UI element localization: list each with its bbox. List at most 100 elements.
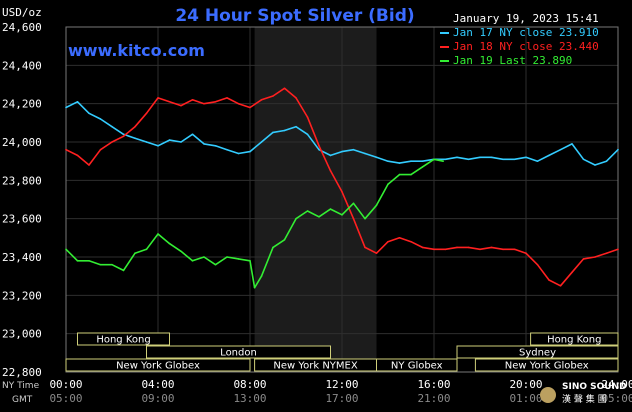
gmt-tick-label: 05:00: [601, 392, 632, 405]
series-point: [88, 164, 90, 166]
series-point: [375, 156, 378, 159]
series-point: [249, 260, 251, 262]
series-point: [226, 148, 228, 151]
series-point: [295, 125, 297, 128]
x-tick-label: 08:00: [233, 378, 266, 391]
y-tick-label: 24,200: [2, 98, 42, 111]
gmt-tick-label: 17:00: [325, 392, 358, 405]
series-point: [111, 141, 113, 143]
series-point: [191, 133, 194, 136]
series-point: [88, 112, 90, 115]
series-point: [203, 143, 205, 145]
y-tick-label: 23,000: [2, 328, 42, 341]
series-point: [122, 135, 125, 138]
series-point: [559, 148, 562, 151]
series-point: [525, 156, 527, 159]
series-point: [295, 217, 297, 220]
series-point: [272, 131, 274, 134]
series-point: [237, 152, 240, 155]
series-point: [168, 242, 171, 245]
series-point: [341, 150, 343, 153]
series-point: [387, 240, 389, 243]
series-point: [145, 112, 148, 115]
series-point: [456, 156, 458, 159]
series-point: [65, 148, 67, 151]
series-point: [605, 252, 608, 254]
series-point: [536, 160, 539, 162]
series-point: [502, 248, 504, 251]
x-tick-label: 04:00: [141, 378, 174, 391]
gmt-tick-label: 21:00: [417, 392, 450, 405]
series-point: [318, 145, 320, 147]
series-point: [191, 99, 194, 101]
series-point: [617, 248, 619, 251]
series-point: [134, 125, 136, 128]
series-point: [433, 158, 435, 161]
series-point: [237, 102, 240, 105]
nymex-shaded-region: [254, 27, 377, 372]
series-point: [433, 248, 435, 251]
series-point: [295, 97, 297, 99]
session-bar: [474, 358, 619, 372]
series-point: [191, 260, 194, 262]
plot-frame: [65, 26, 619, 373]
series-point: [226, 256, 228, 258]
session-bar: [65, 358, 251, 372]
series-point: [249, 150, 251, 153]
series-point: [364, 217, 366, 220]
series-point: [306, 133, 309, 136]
series-point: [559, 284, 562, 287]
series-point: [157, 233, 159, 235]
gmt-label: GMT: [12, 395, 33, 405]
series-point: [582, 158, 585, 161]
series-point: [490, 156, 493, 159]
series-point: [76, 260, 79, 262]
legend-entry: Jan 18 NY close 23.440: [453, 40, 599, 53]
series-point: [134, 137, 136, 139]
session-label: NY Globex: [391, 361, 443, 372]
series-point: [513, 158, 516, 161]
session-bar: [376, 358, 458, 372]
y-tick-label: 23,200: [2, 289, 42, 302]
session-bar: [77, 332, 170, 346]
y-tick-label: 24,600: [2, 21, 42, 34]
gmt-tick-label: 09:00: [141, 392, 174, 405]
series-point: [260, 141, 263, 143]
series-point: [214, 100, 217, 103]
series-point: [410, 240, 412, 243]
website-label: www.kitco.com: [68, 41, 205, 60]
series-point: [214, 263, 217, 266]
session-bar: [146, 345, 331, 359]
series-point: [122, 133, 125, 136]
gmt-tick-label: 01:00: [509, 392, 542, 405]
y-tick-label: 24,400: [2, 59, 42, 72]
series-point: [571, 271, 573, 274]
session-label: New York NYMEX: [273, 361, 358, 372]
series-point: [398, 237, 401, 239]
series-point: [249, 106, 251, 109]
series-point: [180, 141, 182, 143]
series-point: [76, 154, 79, 157]
series-point: [364, 152, 366, 155]
series-point: [306, 116, 309, 118]
series-point: [398, 162, 401, 164]
series-point: [467, 246, 470, 249]
series-point: [479, 156, 481, 159]
ny-time-label: NY Time: [2, 381, 40, 391]
series-point: [99, 263, 102, 266]
series-point: [272, 95, 274, 97]
series-point: [318, 148, 320, 151]
series-point: [168, 100, 171, 103]
series-point: [410, 173, 412, 176]
series-point: [387, 160, 389, 162]
series-point: [65, 248, 67, 251]
y-tick-label: 23,400: [2, 251, 42, 264]
series-point: [272, 246, 274, 249]
series-point: [548, 279, 550, 281]
series-point: [203, 256, 205, 258]
series-point: [375, 204, 378, 207]
series-point: [260, 275, 263, 277]
series-point: [421, 246, 424, 249]
logo-text: SINO SOUND: [562, 382, 627, 392]
